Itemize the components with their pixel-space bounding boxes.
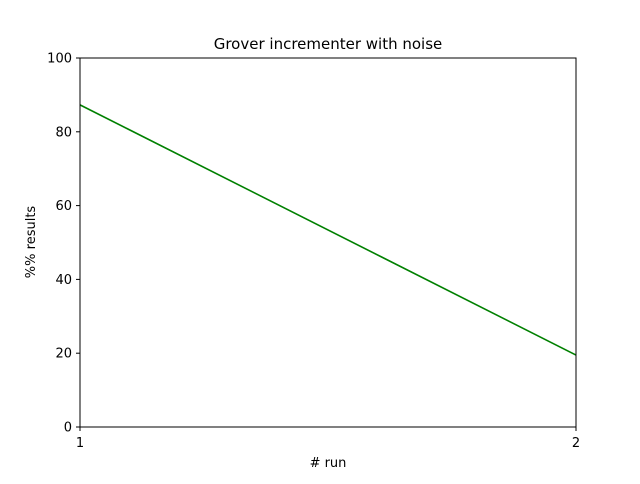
x-tick-label: 2 — [572, 436, 580, 451]
x-axis-label: # run — [310, 456, 347, 471]
x-tick-label: 1 — [76, 436, 84, 451]
y-tick-label: 80 — [55, 125, 72, 140]
y-tick-label: 60 — [55, 199, 72, 214]
y-tick-label: 0 — [64, 421, 72, 436]
y-tick-label: 100 — [47, 52, 72, 67]
chart-title: Grover incrementer with noise — [214, 35, 443, 53]
plot-area: 0 20 40 60 80 100 1 2 — [47, 52, 580, 452]
y-tick-label: 40 — [55, 273, 72, 288]
y-tick-label: 20 — [55, 347, 72, 362]
axes-frame — [79, 57, 577, 428]
series-line-0 — [79, 104, 577, 356]
y-axis-label: %% results — [24, 206, 39, 279]
